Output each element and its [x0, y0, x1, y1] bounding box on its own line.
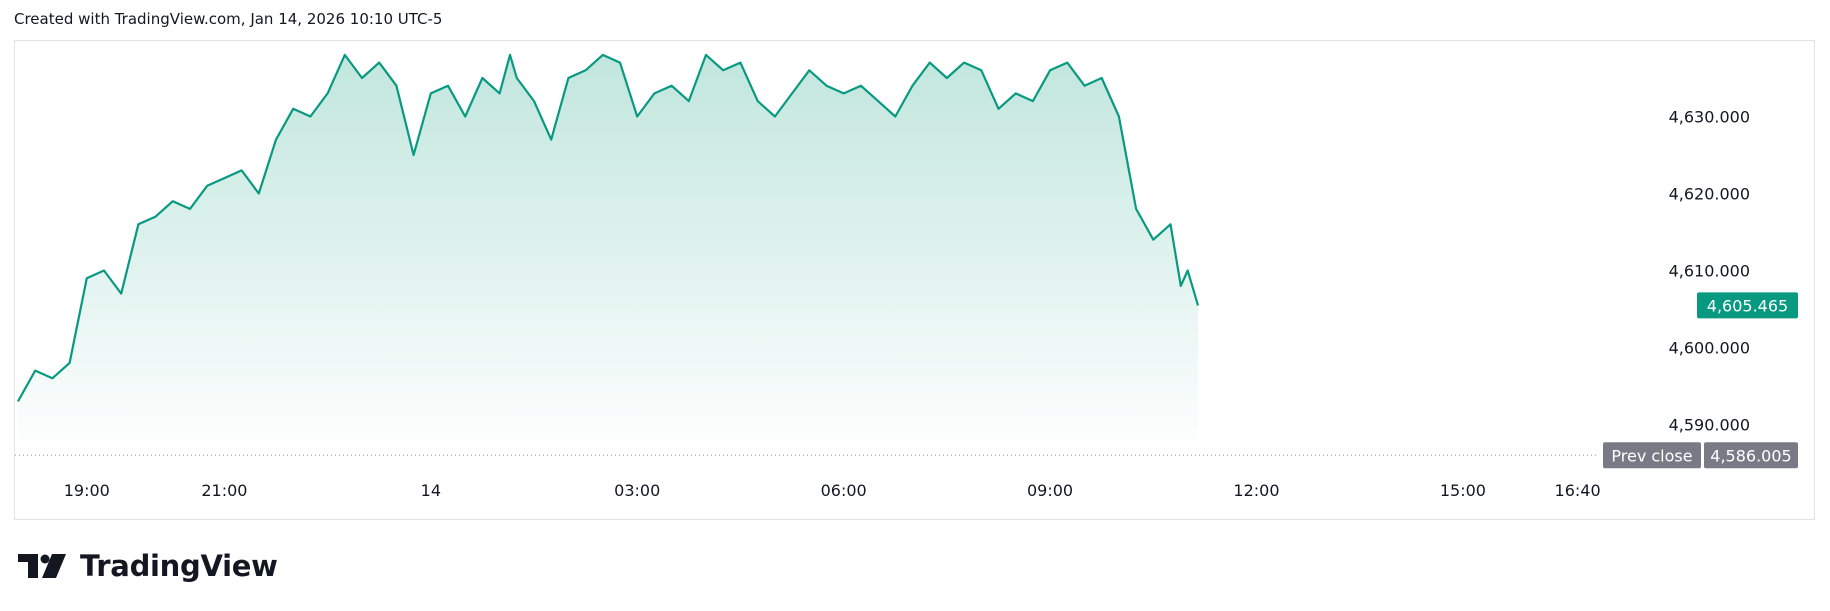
y-tick-label: 4,620.000 — [1669, 185, 1750, 204]
y-tick-label: 4,600.000 — [1669, 339, 1750, 358]
y-tick-label: 4,590.000 — [1669, 416, 1750, 435]
tradingview-logo[interactable]: TradingView — [18, 549, 278, 583]
last-price-label: 4,605.465 — [1707, 296, 1788, 315]
plot-area — [15, 53, 1596, 456]
x-tick-label: 19:00 — [64, 481, 110, 500]
x-tick-label: 21:00 — [201, 481, 247, 500]
x-tick-label: 14 — [421, 481, 441, 500]
x-tick-label: 09:00 — [1027, 481, 1073, 500]
x-tick-label: 06:00 — [821, 481, 867, 500]
prev-close-value-tag — [1704, 442, 1798, 469]
x-tick-label: 16:40 — [1555, 481, 1601, 500]
last-price-tag — [1697, 292, 1798, 319]
brand-name: TradingView — [80, 549, 278, 583]
price-axis: 4,630.000 4,620.000 4,610.000 4,600.000 4,59… — [1669, 108, 1750, 435]
chart-frame — [14, 40, 1815, 520]
prev-close-label: Prev close — [1611, 446, 1692, 465]
prev-close-tag — [1603, 442, 1701, 469]
price-chart[interactable]: 4,630.000 4,620.000 4,610.000 4,600.000 4,59… — [0, 0, 1830, 540]
area-fill — [18, 54, 1198, 456]
x-tick-label: 15:00 — [1440, 481, 1486, 500]
price-tags: 4,605.465 Prev close 4,586.005 — [1603, 292, 1798, 469]
time-axis: 19:00 21:00 14 03:00 06:00 09:00 12:00 15:00 16:… — [64, 481, 1601, 500]
y-tick-label: 4,610.000 — [1669, 262, 1750, 281]
prev-close-value: 4,586.005 — [1710, 446, 1791, 465]
price-line — [17, 53, 1200, 402]
tradingview-logo-icon — [18, 554, 66, 578]
x-tick-label: 03:00 — [614, 481, 660, 500]
x-tick-label: 12:00 — [1233, 481, 1279, 500]
chart-attribution: Created with TradingView.com, Jan 14, 20… — [14, 10, 443, 28]
y-tick-label: 4,630.000 — [1669, 108, 1750, 127]
